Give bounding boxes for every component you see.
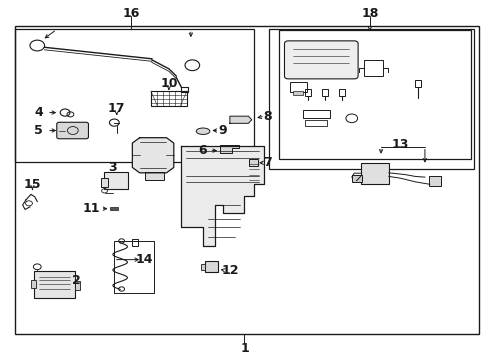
Text: 17: 17 [108,102,125,115]
Text: 9: 9 [218,124,226,137]
Bar [75,281,80,290]
Bar [363,60,383,76]
Bar [305,89,310,96]
Bar [101,178,108,187]
Text: 16: 16 [122,8,139,21]
Bar [114,241,154,293]
Bar [132,239,138,246]
Bar [15,26,478,334]
Polygon shape [220,145,238,153]
Text: 11: 11 [82,202,100,215]
Bar [151,91,186,107]
Bar [34,271,75,298]
Bar [360,163,388,184]
Text: 14: 14 [136,253,153,266]
Text: 4: 4 [34,106,43,119]
Text: 1: 1 [240,342,248,355]
Text: 12: 12 [221,264,238,277]
Bar [303,111,329,118]
Bar [338,89,344,96]
Text: 8: 8 [263,110,272,123]
Text: 15: 15 [23,178,41,191]
Bar [200,264,205,270]
Text: 18: 18 [361,8,378,21]
Polygon shape [229,116,251,123]
Text: 5: 5 [34,124,43,137]
Bar [204,261,218,272]
Bar [278,30,470,159]
Bar [15,30,254,162]
Text: 13: 13 [391,138,408,150]
Bar [428,176,440,186]
Text: 2: 2 [72,274,81,287]
Bar [31,280,36,288]
Bar [322,89,327,96]
Polygon shape [132,138,173,173]
Bar [249,159,258,166]
FancyBboxPatch shape [57,122,88,139]
Polygon shape [181,146,264,246]
Bar [110,207,118,211]
Bar [144,172,163,180]
Bar [104,172,128,189]
Bar [268,30,473,169]
Bar [293,91,303,95]
Text: 3: 3 [108,161,117,174]
Bar [351,175,361,182]
Ellipse shape [196,128,209,134]
FancyBboxPatch shape [284,41,357,79]
Text: 10: 10 [160,77,177,90]
Text: 6: 6 [198,144,207,157]
Bar [414,80,420,87]
Bar [289,82,306,92]
Bar [305,120,327,126]
Text: 7: 7 [263,156,272,169]
